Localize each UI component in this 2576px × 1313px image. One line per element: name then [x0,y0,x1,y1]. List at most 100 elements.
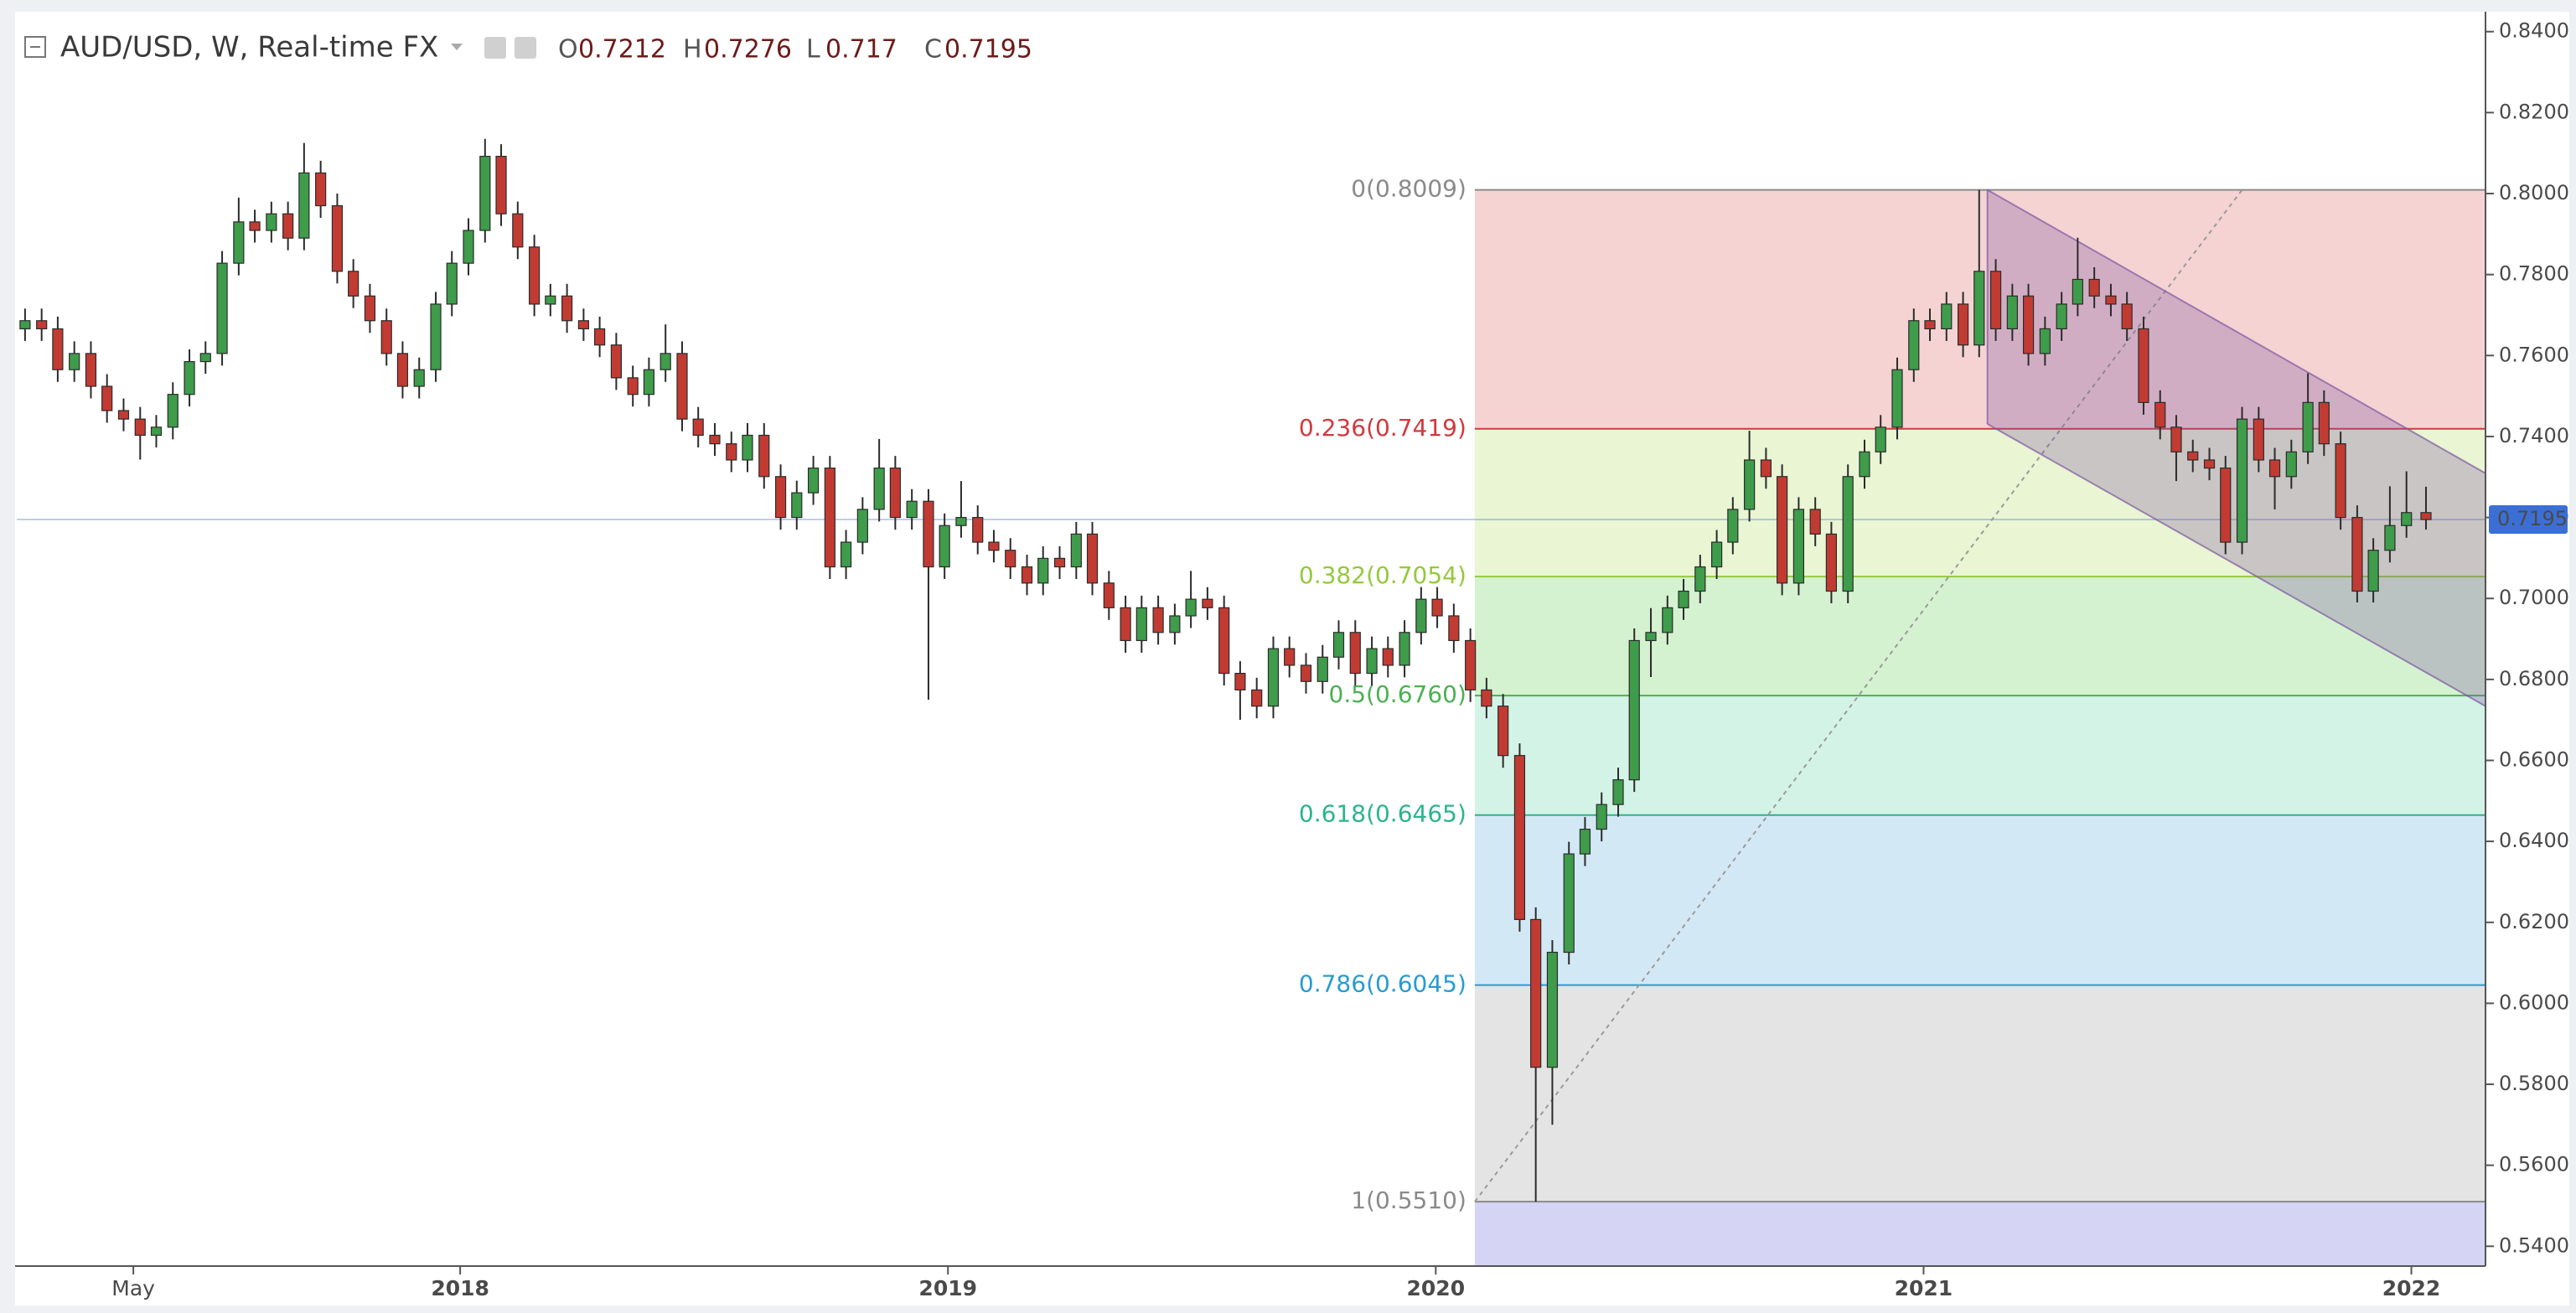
x-tick-label: 2020 [1407,1276,1466,1300]
candle-body [692,418,704,437]
candle-body [1777,476,1788,584]
candle-body [988,541,1000,551]
candle-body [1349,632,1361,675]
ohlc-label: C [924,35,942,65]
candle-body [134,418,146,437]
candle-body [1842,476,1854,592]
ohlc-value: 0.7276 [704,35,792,65]
candle-body [1908,320,1920,370]
channel-line [1987,423,2486,707]
candle-body [627,377,639,395]
candle-body [1859,451,1870,478]
candle-body [2220,468,2232,543]
symbol-title: AUD/USD, W, Real-time FX [60,31,438,65]
x-tick-label: May [111,1276,155,1300]
candle-body [479,155,491,231]
candle-body [1332,632,1345,658]
candle-body [1086,533,1099,584]
candle-body [1300,664,1312,682]
candle-body [2056,303,2067,330]
candle-body [1989,271,2002,330]
candle-body [2138,328,2149,403]
ohlc-label: L [806,35,820,65]
settings-icon[interactable] [515,37,536,59]
ohlc-label: O [558,35,578,65]
candle-body [282,213,294,239]
y-tick-label: 0.5400 [2499,1233,2569,1257]
y-tick-label: 0.7000 [2499,586,2569,609]
y-tick-label: 0.8200 [2499,100,2569,123]
candle-body [1957,303,1969,346]
candle-body [1316,656,1328,682]
channel-line [1987,189,2486,474]
candle-body [545,295,556,305]
candle-body [2088,278,2100,297]
y-tick-label: 0.8000 [2499,181,2569,204]
candle-body [2302,401,2314,452]
settings-icon[interactable] [484,37,506,59]
fib-level-label: 0.5(0.6760) [1329,680,1466,708]
candle-body [1744,459,1756,510]
candle-body [512,213,524,248]
candle-body [2285,451,2297,478]
candle-body [1284,648,1296,666]
candle-body [709,434,721,445]
x-tick-label: 2019 [918,1276,977,1300]
last-price-tag [2489,504,2568,534]
candle-body [1596,804,1607,830]
header: AUD/USD, W, Real-time FX O 0.7212 H 0.72… [24,31,1032,65]
candle-body [2203,459,2216,469]
candle-body [529,246,541,305]
fib-zone [1474,985,2485,1202]
fib-level-label: 0.618(0.6465) [1299,800,1466,828]
candle-body [1973,271,1985,346]
candle-body [742,434,753,461]
fib-zone [1474,695,2485,815]
ohlc-label: H [683,35,702,65]
candle-body [184,360,195,395]
y-tick-label: 0.6800 [2499,667,2569,690]
collapse-icon[interactable] [24,36,46,58]
candle-body [1251,689,1263,707]
fib-level-label: 0(0.8009) [1351,175,1466,203]
dropdown-arrow[interactable] [451,44,463,50]
candle-body [955,516,967,526]
candle-body [495,155,507,215]
candle-body [856,509,868,543]
candle-body [117,410,130,420]
ohlc-value: 0.7195 [944,35,1032,65]
candle-body [331,204,344,272]
candle-body [2401,512,2413,526]
y-tick-label: 0.6200 [2499,910,2569,933]
fib-level-label: 0.382(0.7054) [1299,561,1466,589]
fib-layer: 0(0.8009) 0.236(0.7419) 0.382(0.7054) 0.5(0… [1299,175,2485,1266]
fib-level-label: 1(0.5510) [1351,1186,1466,1214]
candle-body [216,262,228,354]
candle-body [199,353,211,363]
time-axis-bg [15,1266,2569,1305]
candle-body [2268,459,2281,478]
axis-layer: 0.5400 0.5600 0.5800 0.6000 0.6200 0.6400 0.66… [15,12,2569,1305]
candle-body [1727,509,1739,543]
candle-body [150,426,163,437]
candle-body [1005,550,1016,568]
candle-body [1070,533,1082,568]
y-tick-label: 0.6600 [2499,747,2569,771]
candle-body [1579,829,1591,855]
candle-body [1760,459,1772,478]
candle-body [1481,689,1492,707]
candle-body [1135,607,1147,642]
candle-body [1120,607,1131,642]
y-tick-label: 0.7800 [2499,262,2569,286]
candle-body [1662,607,1673,633]
candle-body [1563,853,1575,954]
candle-body [1941,303,1953,330]
candle-body [1382,648,1394,666]
candle-body [463,230,474,264]
candle-body [610,344,622,379]
candle-body [19,320,31,330]
candle-body [2335,443,2346,519]
candle-body [2072,278,2083,305]
